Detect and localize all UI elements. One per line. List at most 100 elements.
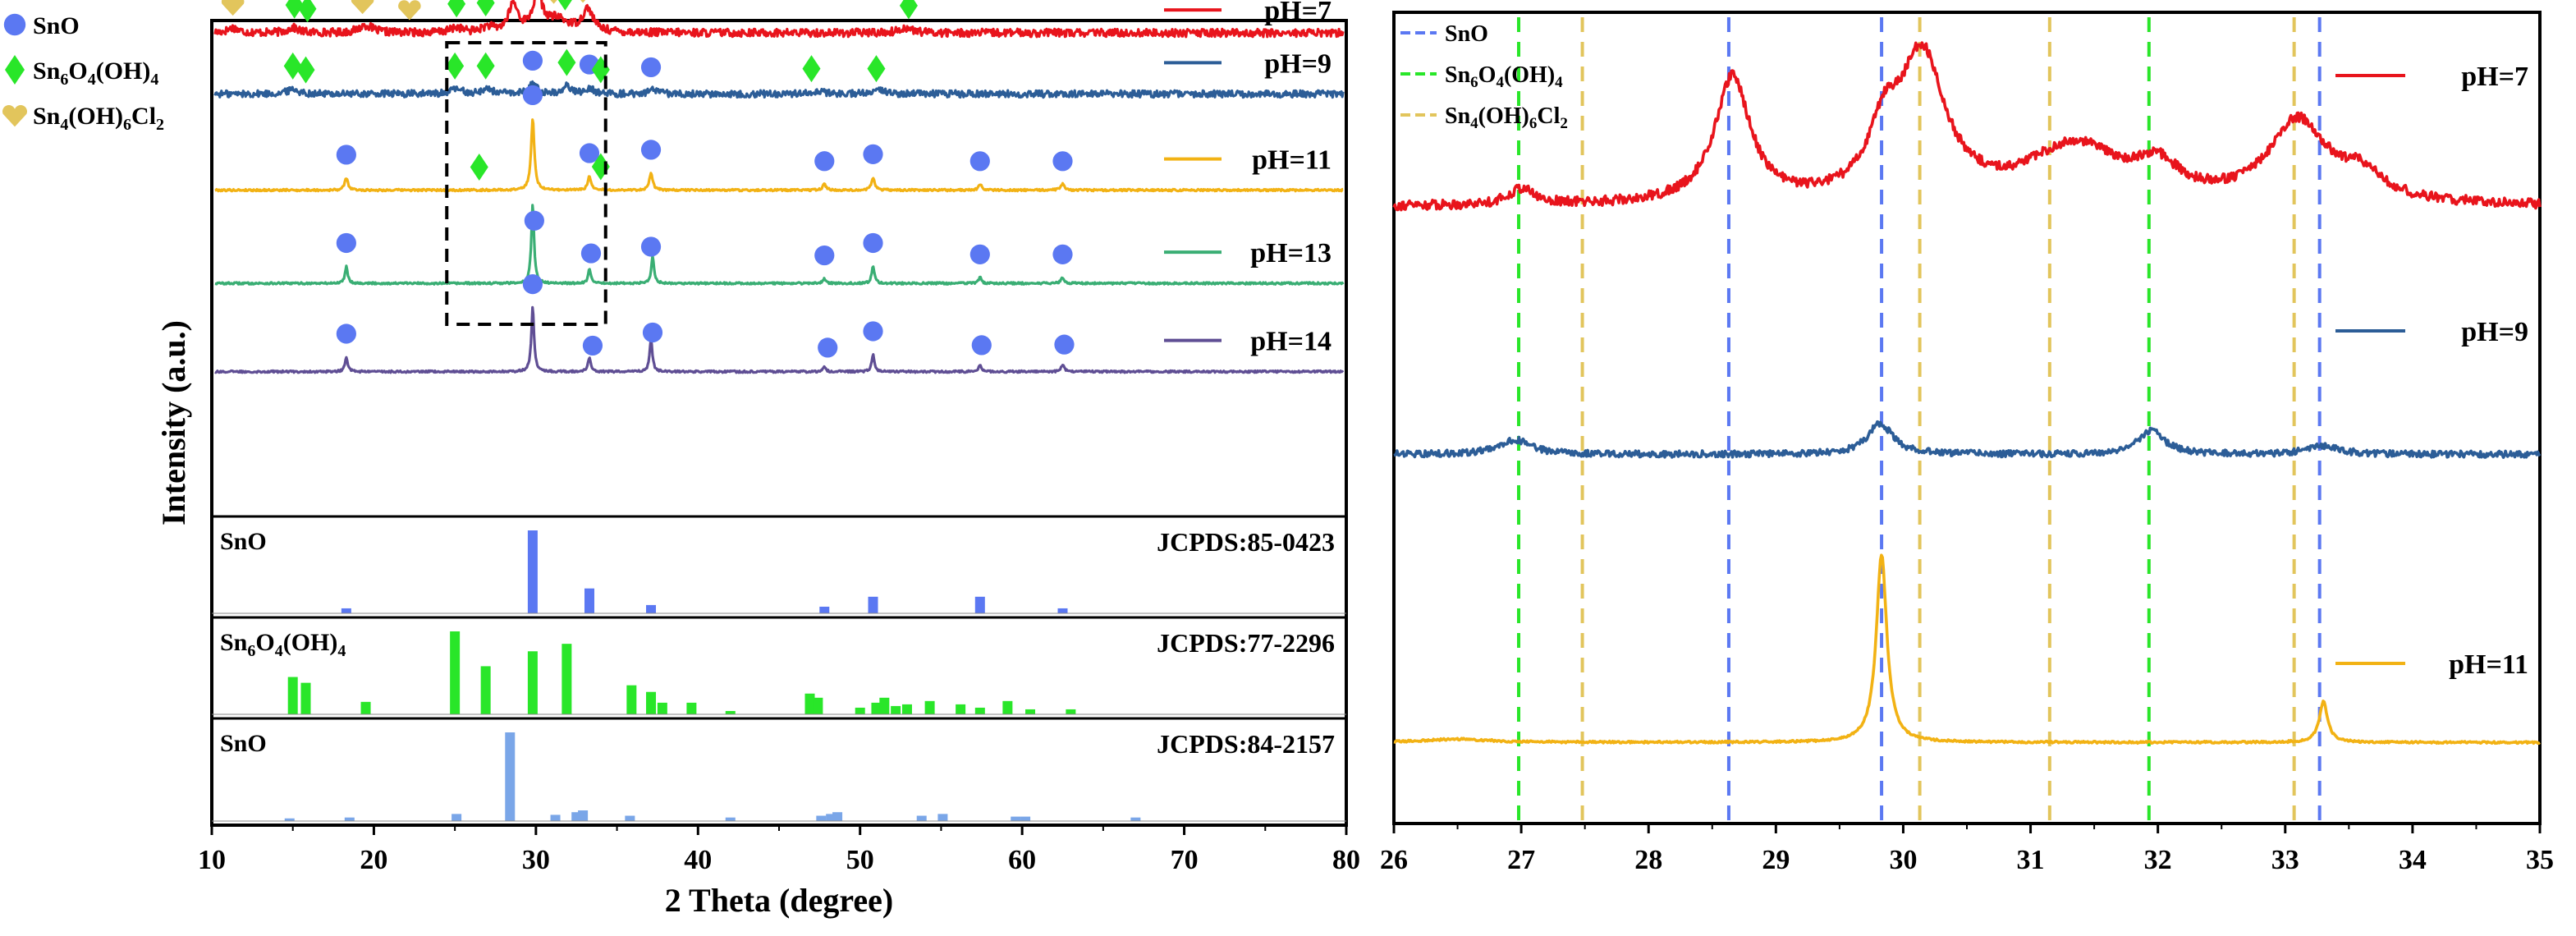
sno-marker: [640, 57, 662, 78]
sn4oh6cl2-marker: [550, 0, 557, 4]
sn4oh6cl2-marker: [2, 105, 27, 127]
plot-frame: [210, 19, 1348, 827]
reference-bar: [584, 588, 595, 613]
reference-bar: [626, 685, 637, 714]
sno-marker: [863, 232, 883, 254]
reference-bar: [527, 530, 538, 613]
reference-card-label: JCPDS:84-2157: [1157, 729, 1335, 759]
reference-bar: [527, 651, 538, 714]
legend-label: Sn4(OH)6Cl2: [1445, 103, 1568, 132]
reference-patterns: SnO JCPDS:85-0423 Sn6O4(OH)4 JCPDS:77-2296 S…: [212, 527, 1346, 822]
x-tick-label: 32: [2144, 845, 2172, 875]
series-label: pH=9: [2461, 317, 2528, 347]
legend-label: Sn6O4(OH)4: [1445, 62, 1563, 91]
reference-card-label: JCPDS:77-2296: [1157, 628, 1335, 658]
reference-bar: [1020, 816, 1031, 821]
series-label: pH=11: [2449, 649, 2528, 680]
series-label: pH=7: [2461, 62, 2528, 92]
sno-marker: [1052, 244, 1073, 264]
x-tick-label: 10: [198, 845, 226, 875]
x-tick-label: 20: [360, 845, 387, 875]
sno-marker: [863, 144, 883, 164]
x-tick-label: 80: [1332, 845, 1360, 875]
reference-bar: [1002, 700, 1013, 714]
x-tick-label: 34: [2399, 845, 2427, 875]
reference-bar: [578, 810, 589, 821]
sno-marker: [1054, 334, 1075, 355]
sno-marker: [336, 323, 356, 344]
x-tick-label: 50: [846, 845, 874, 875]
xrd-zoom-pattern-ph-7: [1392, 41, 2542, 212]
reference-bar: [1130, 817, 1141, 821]
reference-bar: [974, 707, 985, 714]
sn6o4oh4-marker: [557, 0, 572, 11]
x-tick-label: 29: [1762, 845, 1790, 875]
sn4oh6cl2-marker: [398, 0, 421, 21]
reference-phase-label: SnO: [220, 730, 267, 757]
sno-marker: [814, 151, 835, 172]
reference-bar: [451, 814, 462, 821]
reference-bar: [804, 693, 815, 714]
reference-lines: [1517, 17, 2322, 824]
reference-bar: [1011, 816, 1021, 821]
reference-bar: [956, 704, 966, 714]
reference-bar: [1057, 608, 1068, 613]
sno-marker: [642, 322, 663, 343]
reference-bar: [924, 700, 935, 714]
sn6o4oh4-marker: [476, 52, 495, 80]
xrd-pattern-ph-14: [214, 305, 1345, 374]
reference-bar: [505, 732, 516, 821]
reference-bar: [561, 644, 572, 714]
xrd-pattern-ph-9: [213, 80, 1345, 99]
x-tick-label: 30: [1889, 845, 1917, 875]
sn6o4oh4-marker: [899, 0, 918, 20]
x-tick-label: 28: [1634, 845, 1662, 875]
legend-label: SnO: [33, 12, 80, 39]
sno-marker: [522, 85, 543, 106]
reference-bar: [284, 818, 295, 821]
series-labels: pH=7 pH=9 pH=11: [2335, 62, 2528, 680]
series-lines: [1392, 41, 2542, 746]
sn6o4oh4-marker: [557, 48, 576, 76]
sno-marker: [969, 244, 990, 264]
xrd-pattern-ph-13: [214, 204, 1345, 286]
zoom-region-box: [445, 41, 607, 326]
sno-marker: [579, 143, 600, 163]
reference-bar: [819, 606, 830, 613]
sno-marker: [3, 13, 26, 36]
reference-bar: [300, 682, 311, 714]
sno-marker: [522, 273, 543, 295]
sno-marker: [582, 335, 603, 356]
reference-bar: [832, 812, 843, 821]
highlight-box: [445, 41, 607, 326]
reference-bar: [855, 707, 865, 714]
legend-label: Sn6O4(OH)4: [33, 57, 158, 89]
xrd-panel-zoom: 26 27 28 29 30 31 32 33 34 35 SnO Sn6O4(OH)4 Sn4(OH…: [1380, 11, 2554, 875]
reference-bar: [974, 596, 985, 613]
sn4oh6cl2-marker: [580, 0, 586, 3]
peak-markers: [221, 0, 1075, 358]
reference-bar: [813, 697, 823, 714]
series-label: pH=14: [1250, 327, 1332, 357]
legend-label: SnO: [1445, 21, 1488, 47]
reference-bar: [816, 815, 827, 821]
xrd-zoom-pattern-ph-11: [1393, 553, 2541, 746]
sn4oh6cl2-marker: [351, 0, 374, 15]
sno-marker: [818, 337, 838, 358]
x-tick-label: 60: [1008, 845, 1036, 875]
sno-marker: [814, 245, 835, 266]
reference-bar: [450, 631, 461, 714]
sn6o4oh4-marker: [283, 52, 302, 80]
sn6o4oh4-marker: [476, 0, 495, 17]
sno-marker: [522, 50, 543, 71]
reference-phase-label: Sn6O4(OH)4: [220, 629, 346, 660]
legend: SnO Sn6O4(OH)4 Sn4(OH)6Cl2: [2, 12, 164, 134]
sn6o4oh4-marker: [296, 56, 315, 84]
x-tick-label: 26: [1380, 845, 1408, 875]
reference-bar: [725, 817, 736, 821]
legend-label: Sn4(OH)6Cl2: [33, 103, 164, 134]
x-tick-label: 70: [1171, 845, 1199, 875]
series-lines: [213, 0, 1345, 374]
sn6o4oh4-marker: [470, 153, 488, 181]
